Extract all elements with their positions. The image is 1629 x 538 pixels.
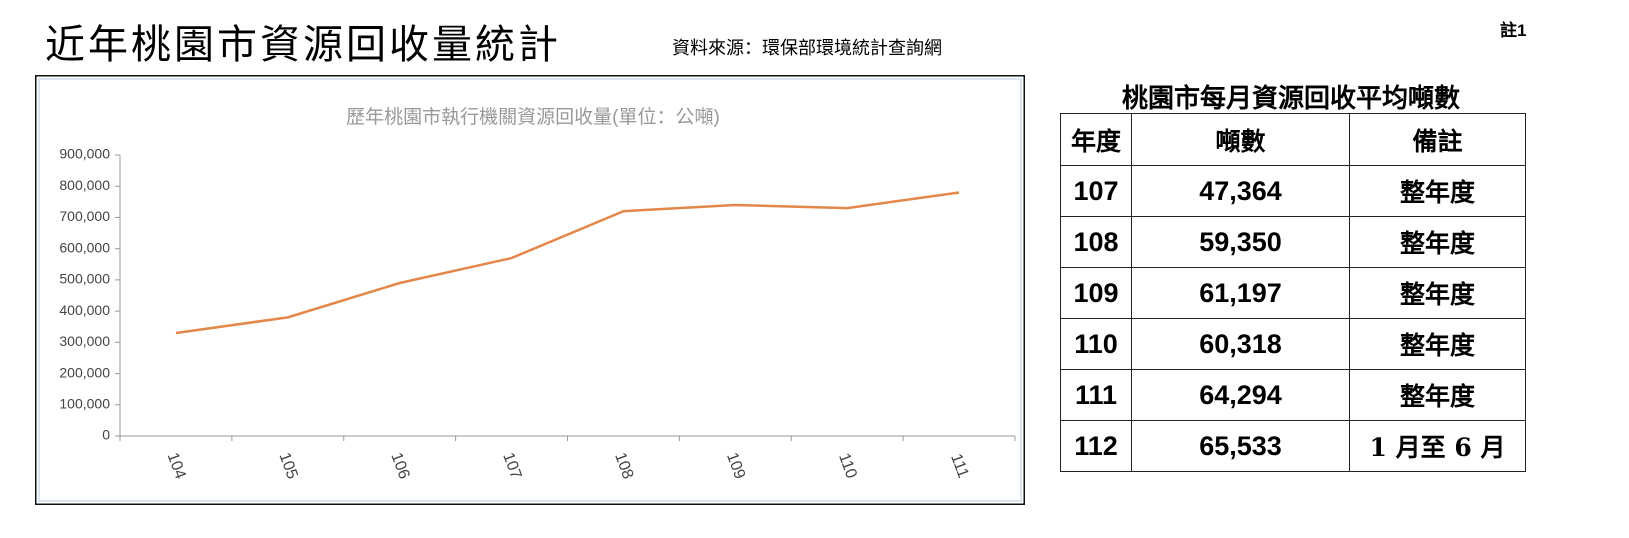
footnote-marker: 註1: [1500, 21, 1527, 40]
chart-title: 歷年桃園市執行機關資源回收量(單位：公噸): [346, 106, 720, 128]
table-row: 111 64,294 整年度: [1060, 369, 1526, 421]
chart: 歷年桃園市執行機關資源回收量(單位：公噸) 0 100,000 200,000 300…: [35, 75, 1025, 505]
data-line: [175, 191, 960, 335]
page-title: 近年桃園市資源回收量統計: [45, 22, 561, 68]
y-tick-label: 800,000: [59, 177, 110, 193]
y-tick-label: 600,000: [59, 239, 110, 255]
y-tick-label: 0: [102, 427, 110, 443]
table-cell: 64,294: [1131, 369, 1350, 421]
column-header: 噸數: [1131, 113, 1350, 166]
table-row: 109 61,197 整年度: [1060, 267, 1526, 319]
table-header-row: 年度 噸數 備註: [1060, 113, 1526, 166]
table-row: 108 59,350 整年度: [1060, 216, 1526, 268]
table: 年度 噸數 備註 107 47,364 整年度 108 59,350 整年度 109 61,197 整…: [1060, 113, 1526, 472]
table-cell: 107: [1060, 165, 1132, 217]
y-tick-label: 200,000: [59, 364, 110, 380]
table-cell: 整年度: [1349, 216, 1526, 268]
table-cell: 65,533: [1131, 420, 1350, 472]
table-row: 112 65,533 1 月至 6 月: [1060, 420, 1526, 472]
table-cell: 109: [1060, 267, 1132, 319]
table-title: 桃園市每月資源回收平均噸數: [1121, 84, 1460, 114]
table-cell: 整年度: [1349, 318, 1526, 370]
table-row: 107 47,364 整年度: [1060, 165, 1526, 217]
y-tick-label: 700,000: [59, 208, 110, 224]
table-cell: 整年度: [1349, 165, 1526, 217]
table-cell: 整年度: [1349, 267, 1526, 319]
y-tick-label: 100,000: [59, 395, 110, 411]
table-cell: 60,318: [1131, 318, 1350, 370]
plot-frame: [38, 78, 1022, 502]
table-cell: 112: [1060, 420, 1132, 472]
table-cell: 108: [1060, 216, 1132, 268]
y-tick-label: 900,000: [59, 146, 110, 162]
y-tick-label: 300,000: [59, 333, 110, 349]
chart-frame: [35, 75, 1025, 505]
table-cell: 47,364: [1131, 165, 1350, 217]
table-cell: 59,350: [1131, 216, 1350, 268]
source-note: 資料來源：環保部環境統計查詢網: [672, 38, 942, 59]
table-cell: 111: [1060, 369, 1132, 421]
y-tick-label: 400,000: [59, 302, 110, 318]
table-row: 110 60,318 整年度: [1060, 318, 1526, 370]
table-cell: 110: [1060, 318, 1132, 370]
table-cell: 61,197: [1131, 267, 1350, 319]
y-tick-label: 500,000: [59, 271, 110, 287]
table-cell: 整年度: [1349, 369, 1526, 421]
table-cell: 1 月至 6 月: [1349, 420, 1526, 472]
column-header: 備註: [1349, 113, 1526, 166]
column-header: 年度: [1060, 113, 1132, 166]
